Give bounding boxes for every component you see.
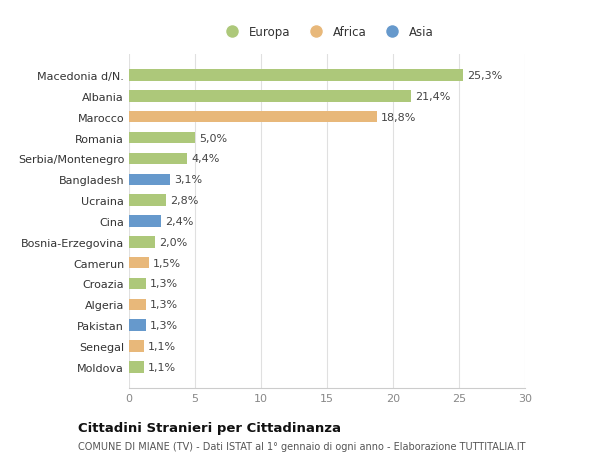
Text: 1,3%: 1,3% bbox=[150, 279, 178, 289]
Bar bbox=[129, 91, 412, 102]
Text: 1,3%: 1,3% bbox=[150, 320, 178, 330]
Bar bbox=[129, 174, 170, 185]
Text: 18,8%: 18,8% bbox=[381, 112, 416, 123]
Bar bbox=[129, 341, 143, 352]
Text: 4,4%: 4,4% bbox=[191, 154, 220, 164]
Bar bbox=[129, 278, 146, 290]
Bar bbox=[129, 153, 187, 165]
Legend: Europa, Africa, Asia: Europa, Africa, Asia bbox=[215, 21, 439, 44]
Text: 25,3%: 25,3% bbox=[467, 71, 502, 81]
Text: 1,1%: 1,1% bbox=[148, 362, 176, 372]
Text: 5,0%: 5,0% bbox=[199, 133, 227, 143]
Text: 1,3%: 1,3% bbox=[150, 300, 178, 310]
Text: 3,1%: 3,1% bbox=[174, 175, 202, 185]
Bar bbox=[129, 195, 166, 207]
Bar bbox=[129, 257, 149, 269]
Bar bbox=[129, 112, 377, 123]
Text: COMUNE DI MIANE (TV) - Dati ISTAT al 1° gennaio di ogni anno - Elaborazione TUTT: COMUNE DI MIANE (TV) - Dati ISTAT al 1° … bbox=[78, 441, 526, 451]
Bar bbox=[129, 361, 143, 373]
Bar bbox=[129, 299, 146, 310]
Text: 2,8%: 2,8% bbox=[170, 196, 198, 206]
Text: 2,4%: 2,4% bbox=[164, 217, 193, 226]
Bar bbox=[129, 320, 146, 331]
Text: 21,4%: 21,4% bbox=[415, 92, 451, 102]
Bar bbox=[129, 70, 463, 82]
Text: 2,0%: 2,0% bbox=[160, 237, 188, 247]
Text: 1,1%: 1,1% bbox=[148, 341, 176, 351]
Text: Cittadini Stranieri per Cittadinanza: Cittadini Stranieri per Cittadinanza bbox=[78, 421, 341, 434]
Bar bbox=[129, 236, 155, 248]
Text: 1,5%: 1,5% bbox=[153, 258, 181, 268]
Bar bbox=[129, 216, 161, 227]
Bar bbox=[129, 133, 195, 144]
